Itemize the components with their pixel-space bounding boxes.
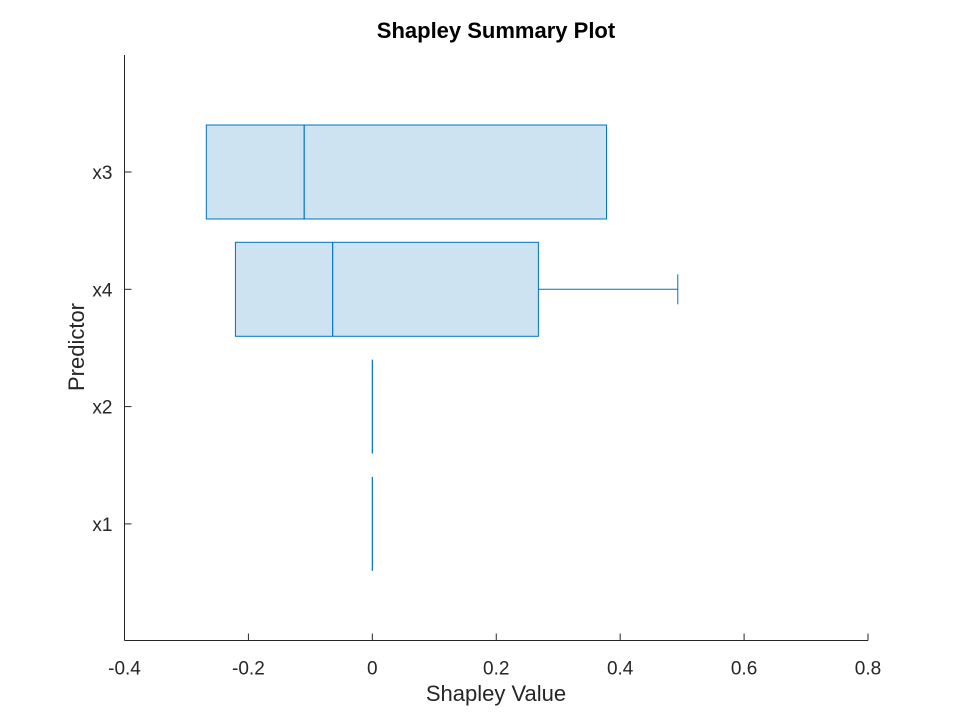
y-tick-label: x2 [92,398,112,419]
x-tick-label: -0.2 [232,659,265,680]
y-tick-label: x1 [92,515,112,536]
chart-title: Shapley Summary Plot [377,18,616,43]
x-tick-group: -0.4 -0.2 0 0.2 0.4 0.6 0.8 [108,633,881,680]
plot-area: -0.4 -0.2 0 0.2 0.4 0.6 0.8 x3 x4 x2 x1 [92,55,881,680]
y-axis-label: Predictor [64,303,89,391]
box-group [205,124,679,571]
box-x3 [205,124,608,220]
y-tick-group: x3 x4 x2 x1 [92,163,132,536]
x-tick-label: 0 [367,659,378,680]
y-tick-label: x4 [92,280,113,301]
x-tick-label: 0.2 [483,659,509,680]
x-axis-label: Shapley Value [426,681,566,706]
x-tick-label: 0.8 [855,659,881,680]
y-tick-label: x3 [92,163,112,184]
x-tick-label: 0.4 [607,659,634,680]
box-x4 [234,241,539,337]
x-tick-label: 0.6 [731,659,757,680]
x-tick-label: -0.4 [108,659,141,680]
